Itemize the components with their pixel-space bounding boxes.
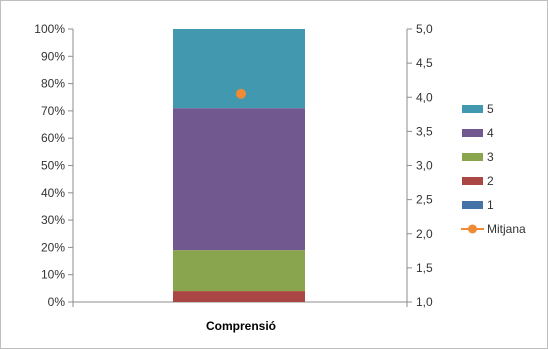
legend-swatch-5 bbox=[462, 105, 483, 113]
legend-label-2: 2 bbox=[487, 174, 494, 188]
bar-segment-2 bbox=[173, 291, 305, 302]
y-primary-tick-label: 30% bbox=[41, 213, 65, 227]
y-secondary-tick-label: 1,5 bbox=[416, 261, 433, 275]
legend-label-5: 5 bbox=[487, 102, 494, 116]
y-secondary-tick-label: 2,0 bbox=[416, 227, 433, 241]
y-primary-tick-label: 90% bbox=[41, 49, 65, 63]
y-secondary-tick-label: 3,0 bbox=[416, 159, 433, 173]
y-primary-tick-label: 70% bbox=[41, 104, 65, 118]
legend-swatch-1 bbox=[462, 201, 483, 209]
x-category-label: Comprensió bbox=[206, 319, 276, 333]
y-primary-tick-label: 20% bbox=[41, 240, 65, 254]
bar-segment-3 bbox=[173, 250, 305, 292]
legend-label-mitjana: Mitjana bbox=[487, 222, 526, 236]
y-primary-tick-label: 100% bbox=[34, 22, 65, 36]
y-primary-tick-label: 60% bbox=[41, 131, 65, 145]
y-secondary-tick-label: 2,5 bbox=[416, 193, 433, 207]
mitjana-marker bbox=[236, 88, 246, 99]
legend-marker-mitjana bbox=[468, 224, 477, 234]
y-secondary-tick-label: 5,0 bbox=[416, 22, 433, 36]
y-primary-tick-label: 80% bbox=[41, 77, 65, 91]
legend-label-4: 4 bbox=[487, 126, 494, 140]
y-primary-tick-label: 0% bbox=[48, 295, 66, 309]
y-primary-tick-label: 40% bbox=[41, 186, 65, 200]
y-secondary-tick-label: 4,0 bbox=[416, 90, 433, 104]
y-primary-tick-label: 10% bbox=[41, 268, 65, 282]
legend-swatch-2 bbox=[462, 177, 483, 185]
y-secondary-tick-label: 4,5 bbox=[416, 56, 433, 70]
y-primary-tick-label: 50% bbox=[41, 159, 65, 173]
y-secondary-tick-label: 3,5 bbox=[416, 124, 433, 138]
legend-label-1: 1 bbox=[487, 198, 494, 212]
y-secondary-tick-label: 1,0 bbox=[416, 295, 433, 309]
legend-swatch-3 bbox=[462, 153, 483, 161]
legend-label-3: 3 bbox=[487, 150, 494, 164]
bar-segment-4 bbox=[173, 108, 305, 251]
legend-swatch-4 bbox=[462, 129, 483, 137]
